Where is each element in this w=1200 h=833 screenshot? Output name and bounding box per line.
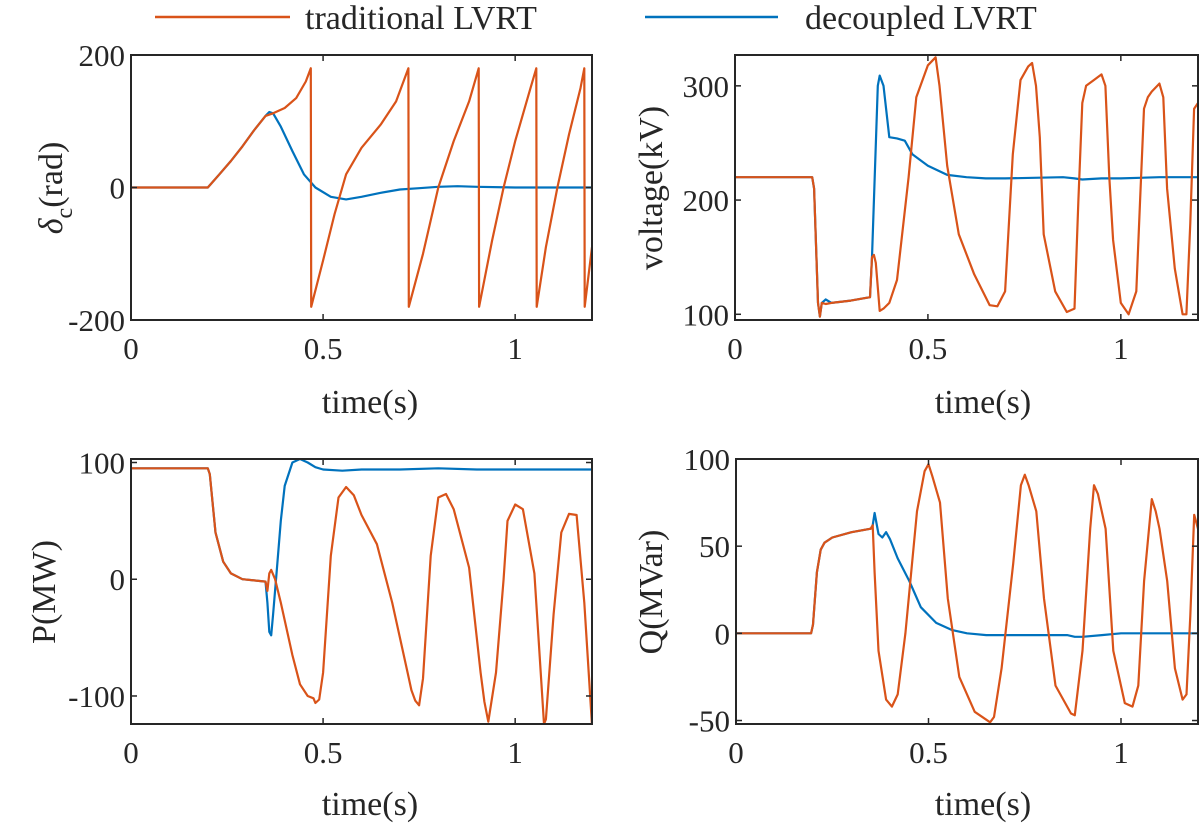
legend-label-traditional: traditional LVRT bbox=[305, 0, 537, 37]
delta-ylabel: δc(rad) bbox=[33, 142, 78, 235]
reactive-power-ytick-label: -50 bbox=[689, 704, 730, 739]
reactive-power-xlabel: time(s) bbox=[935, 786, 1031, 823]
active-power-series-decoupled bbox=[131, 459, 592, 637]
delta-xlabel: time(s) bbox=[322, 384, 418, 421]
active-power-xlabel: time(s) bbox=[322, 786, 418, 823]
voltage-xlabel: time(s) bbox=[935, 384, 1031, 421]
voltage-axes-frame bbox=[734, 54, 1199, 321]
delta-ytick-label: 200 bbox=[79, 38, 126, 73]
voltage-xtick-label: 1 bbox=[1113, 331, 1129, 366]
delta-xtick-label: 0 bbox=[123, 331, 139, 366]
voltage-ytick-label: 300 bbox=[683, 69, 730, 104]
voltage-ytick-label: 100 bbox=[683, 297, 730, 332]
voltage-ytick-label: 200 bbox=[683, 183, 730, 218]
reactive-power-ytick-label: 50 bbox=[699, 529, 730, 564]
reactive-power-xtick-label: 1 bbox=[1113, 735, 1129, 770]
reactive-power-xtick-label: 0.5 bbox=[909, 735, 948, 770]
reactive-power-ytick-label: 100 bbox=[684, 442, 731, 477]
legend: traditional LVRT decoupled LVRT bbox=[155, 0, 1037, 37]
reactive-power-series-decoupled bbox=[736, 511, 1198, 638]
reactive-power-axes-frame bbox=[735, 458, 1199, 725]
voltage-xtick-label: 0 bbox=[727, 331, 743, 366]
active-power-xtick-label: 1 bbox=[507, 735, 523, 770]
delta-ytick-label: 0 bbox=[110, 171, 126, 206]
delta-ylabel-subscript: c bbox=[52, 208, 78, 219]
delta-ytick-label: -200 bbox=[68, 303, 125, 338]
active-power-ylabel: P(MW) bbox=[26, 540, 63, 644]
active-power-ytick-label: -100 bbox=[68, 679, 125, 714]
voltage-subplot: 0 0.5 1 100 200 300 bbox=[683, 54, 1199, 366]
delta-series-decoupled bbox=[131, 110, 592, 201]
active-power-axes-frame bbox=[130, 458, 593, 725]
active-power-xtick-label: 0.5 bbox=[304, 735, 343, 770]
active-power-xtick-label: 0 bbox=[123, 735, 139, 770]
reactive-power-xtick-label: 0 bbox=[728, 735, 744, 770]
delta-xtick-label: 1 bbox=[507, 331, 523, 366]
active-power-series-traditional bbox=[131, 467, 592, 724]
delta-xtick-label: 0.5 bbox=[304, 331, 343, 366]
active-power-ytick-label: 100 bbox=[79, 446, 126, 481]
voltage-series-traditional bbox=[735, 56, 1198, 318]
voltage-series-decoupled bbox=[735, 74, 1198, 318]
voltage-ylabel: voltage(kV) bbox=[633, 106, 670, 270]
reactive-power-series-traditional bbox=[736, 463, 1198, 724]
delta-series-traditional bbox=[131, 67, 592, 308]
delta-ylabel-symbol: δ bbox=[33, 217, 70, 234]
reactive-power-ylabel: Q(MVar) bbox=[633, 530, 670, 655]
reactive-power-ytick-label: 0 bbox=[715, 616, 731, 651]
delta-ylabel-unit: (rad) bbox=[33, 142, 70, 208]
active-power-subplot: 0 0.5 1 -100 0 100 bbox=[68, 446, 593, 770]
voltage-xtick-label: 0.5 bbox=[909, 331, 948, 366]
legend-label-decoupled: decoupled LVRT bbox=[805, 0, 1037, 37]
active-power-ytick-label: 0 bbox=[110, 562, 126, 597]
